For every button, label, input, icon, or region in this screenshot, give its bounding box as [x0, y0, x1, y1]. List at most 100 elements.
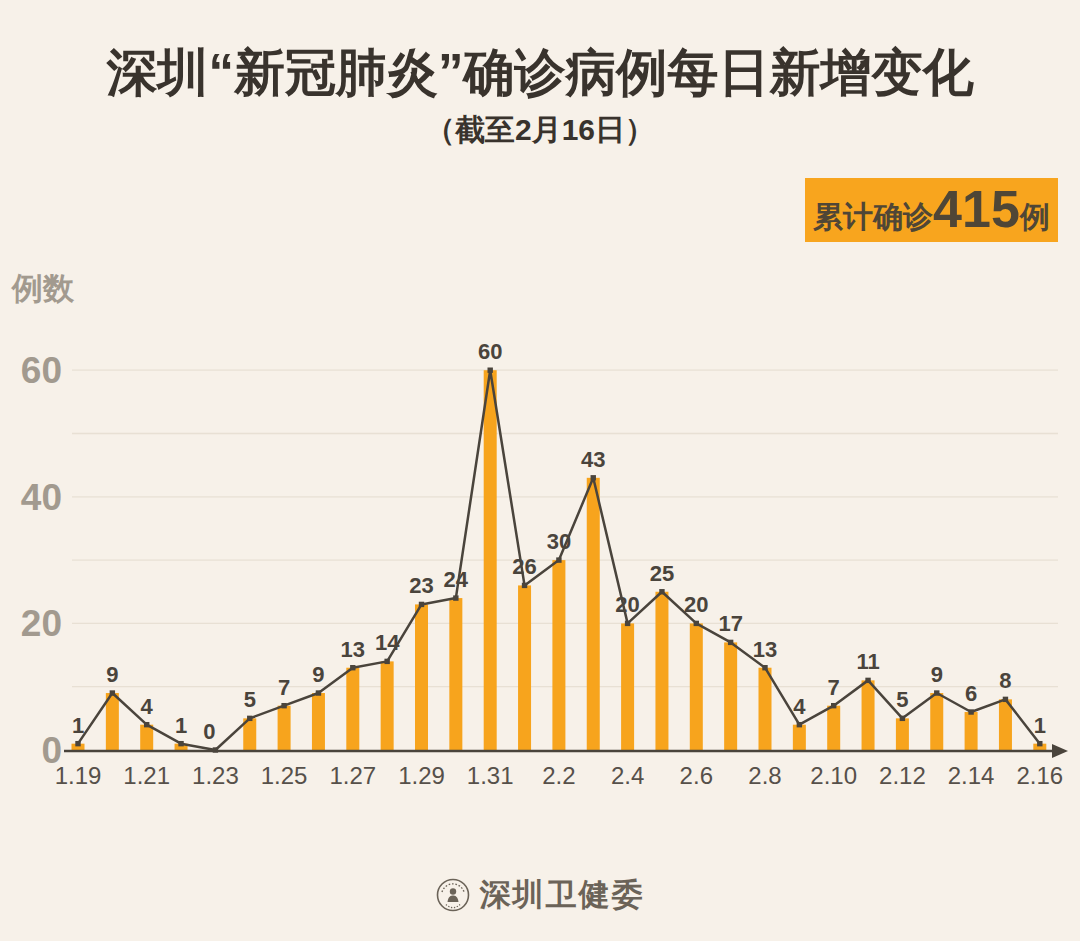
x-tick-label: 2.14 — [948, 762, 995, 789]
x-tick-label: 1.27 — [329, 762, 376, 789]
value-label: 26 — [512, 554, 536, 579]
value-label: 1 — [175, 713, 187, 738]
point-marker — [728, 640, 733, 645]
bar — [827, 706, 840, 750]
point-marker — [659, 589, 664, 594]
point-marker — [694, 621, 699, 626]
daily-cases-bar-line-chart: 0204060194105791314232460263043202520171… — [0, 0, 1080, 941]
point-marker — [900, 716, 905, 721]
point-marker — [316, 690, 321, 695]
bar — [793, 725, 806, 750]
value-label: 24 — [444, 567, 469, 592]
x-tick-label: 1.21 — [123, 762, 170, 789]
value-label: 17 — [718, 611, 742, 636]
bar — [518, 585, 531, 750]
bar — [552, 560, 565, 750]
point-marker — [522, 583, 527, 588]
value-label: 30 — [547, 529, 571, 554]
bar — [415, 604, 428, 750]
value-label: 7 — [828, 675, 840, 700]
value-label: 43 — [581, 447, 605, 472]
point-marker — [488, 368, 493, 373]
bar — [965, 712, 978, 750]
point-marker — [350, 665, 355, 670]
bar — [346, 668, 359, 750]
point-marker — [865, 678, 870, 683]
x-tick-label: 2.16 — [1016, 762, 1063, 789]
bar — [587, 478, 600, 750]
infographic-page: 深圳“新冠肺炎”确诊病例每日新增变化 （截至2月16日） 累计确诊415例 例数… — [0, 0, 1080, 941]
value-label: 60 — [478, 339, 502, 364]
org-name: 深圳卫健委 — [480, 874, 645, 916]
point-marker — [75, 741, 80, 746]
bar — [724, 642, 737, 750]
point-marker — [797, 722, 802, 727]
value-label: 9 — [106, 662, 118, 687]
point-marker — [625, 621, 630, 626]
bar — [690, 623, 703, 750]
value-label: 6 — [965, 681, 977, 706]
x-tick-label: 2.2 — [542, 762, 575, 789]
point-marker — [178, 741, 183, 746]
bar — [449, 598, 462, 750]
point-marker — [968, 709, 973, 714]
value-label: 20 — [615, 592, 639, 617]
point-marker — [453, 595, 458, 600]
point-marker — [247, 716, 252, 721]
value-label: 5 — [896, 687, 908, 712]
bar — [381, 661, 394, 750]
bar — [862, 680, 875, 750]
value-label: 9 — [931, 662, 943, 687]
x-tick-label: 2.4 — [611, 762, 644, 789]
point-marker — [556, 557, 561, 562]
value-label: 7 — [278, 675, 290, 700]
point-marker — [591, 475, 596, 480]
value-label: 13 — [753, 637, 777, 662]
x-tick-label: 1.23 — [192, 762, 239, 789]
point-marker — [1037, 741, 1042, 746]
bar — [484, 370, 497, 750]
value-label: 4 — [793, 694, 806, 719]
point-marker — [144, 722, 149, 727]
value-label: 25 — [650, 561, 674, 586]
point-marker — [762, 665, 767, 670]
x-tick-label: 1.31 — [467, 762, 514, 789]
x-tick-label: 2.12 — [879, 762, 926, 789]
bar — [655, 592, 668, 750]
value-label: 4 — [141, 694, 154, 719]
footer: 深圳卫健委 — [0, 874, 1080, 916]
value-label: 14 — [375, 630, 400, 655]
x-tick-label: 2.10 — [810, 762, 857, 789]
value-label: 8 — [999, 668, 1011, 693]
point-marker — [419, 602, 424, 607]
point-marker — [281, 703, 286, 708]
point-marker — [831, 703, 836, 708]
value-label: 0 — [203, 719, 215, 744]
point-marker — [934, 690, 939, 695]
point-marker — [1003, 697, 1008, 702]
value-label: 11 — [856, 649, 879, 674]
value-label: 20 — [684, 592, 708, 617]
x-tick-label: 1.29 — [398, 762, 445, 789]
y-tick-label: 20 — [21, 603, 62, 644]
bar — [278, 706, 291, 750]
bar — [759, 668, 772, 750]
value-label: 5 — [244, 687, 256, 712]
x-tick-label: 2.6 — [680, 762, 713, 789]
x-axis-arrow — [1052, 744, 1068, 758]
bar — [621, 623, 634, 750]
value-label: 9 — [312, 662, 324, 687]
value-label: 13 — [341, 637, 365, 662]
x-tick-label: 2.8 — [748, 762, 781, 789]
org-logo-icon — [436, 878, 470, 912]
bar — [896, 718, 909, 750]
bar — [930, 693, 943, 750]
y-tick-label: 40 — [21, 477, 62, 518]
bar — [312, 693, 325, 750]
point-marker — [384, 659, 389, 664]
value-label: 1 — [1034, 713, 1046, 738]
x-tick-label: 1.19 — [55, 762, 102, 789]
point-marker — [110, 690, 115, 695]
value-label: 1 — [72, 713, 84, 738]
y-tick-label: 60 — [21, 350, 62, 391]
